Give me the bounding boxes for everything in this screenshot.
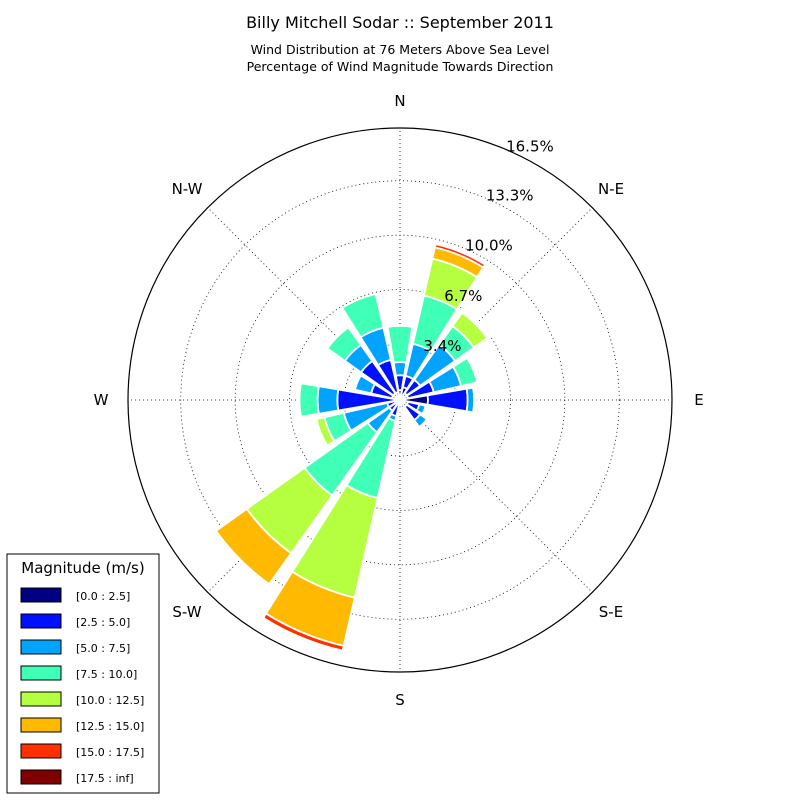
chart-title: Billy Mitchell Sodar :: September 2011 — [246, 13, 554, 32]
wind-bar-segment — [461, 308, 492, 339]
wind-bar-segment — [392, 361, 408, 377]
direction-label: N — [394, 92, 405, 110]
wind-bar-segment — [421, 404, 429, 417]
direction-label: N-W — [172, 180, 203, 198]
wind-bar-segment — [451, 356, 479, 388]
wind-bar-segment — [326, 326, 363, 363]
direction-label: S-W — [172, 603, 201, 621]
legend-swatch — [20, 717, 62, 733]
wind-bar-segment — [214, 507, 293, 586]
radial-tick-label: 6.7% — [444, 287, 482, 305]
wind-bar-segment — [316, 385, 340, 415]
grid-spoke — [207, 207, 401, 401]
direction-label: S — [395, 691, 405, 709]
direction-label: W — [94, 391, 109, 409]
legend-label: [7.5 : 10.0] — [76, 668, 137, 681]
wind-bar-segment — [413, 413, 429, 429]
wind-bar-segment — [397, 408, 403, 413]
grid-ring — [180, 180, 620, 620]
wind-bar-segment — [315, 416, 336, 447]
wind-bar-segment — [472, 386, 477, 414]
axis-labels: N N-E E S-E S S-W W N-W 3.4% 6.7% 10.0% 13.3% 16.5% — [94, 92, 704, 709]
grid-ring — [289, 289, 511, 511]
direction-label: E — [694, 391, 703, 409]
wind-bar-segment — [353, 374, 377, 395]
legend-swatch — [20, 691, 62, 707]
legend-swatch — [20, 743, 62, 759]
legend-label: [5.0 : 7.5] — [76, 642, 130, 655]
legend-swatch — [20, 769, 62, 785]
legend-label: [0.0 : 2.5] — [76, 590, 130, 603]
legend-label: [10.0 : 12.5] — [76, 694, 144, 707]
direction-label: S-E — [599, 603, 623, 621]
wind-bar-segment — [386, 324, 414, 364]
legend-label: [15.0 : 17.5] — [76, 746, 144, 759]
legend-swatch — [20, 665, 62, 681]
legend: Magnitude (m/s) [0.0 : 2.5] [2.5 : 5.0] [5… — [6, 553, 160, 794]
legend-label: [2.5 : 5.0] — [76, 616, 130, 629]
wind-bar-segment — [262, 612, 345, 652]
chart-subtitle-line-2: Percentage of Wind Magnitude Towards Dir… — [247, 59, 554, 74]
wind-bar-segment — [296, 381, 302, 419]
radial-tick-label: 10.0% — [465, 237, 513, 255]
radial-tick-label: 13.3% — [486, 186, 534, 204]
legend-swatch — [20, 613, 62, 629]
legend-title: Magnitude (m/s) — [21, 559, 144, 577]
chart-subtitle-line-1: Wind Distribution at 76 Meters Above Sea… — [251, 42, 550, 57]
outer-ring — [127, 127, 673, 673]
legend-label: [17.5 : inf] — [76, 772, 134, 785]
wind-bar-segment — [340, 292, 385, 339]
wind-bar-segment — [298, 382, 320, 418]
grid-spoke — [399, 207, 593, 401]
wind-sectors — [214, 243, 492, 652]
legend-label: [12.5 : 15.0] — [76, 720, 144, 733]
legend-swatch — [20, 587, 62, 603]
grid-spoke — [399, 399, 593, 593]
radial-tick-label: 3.4% — [423, 337, 461, 355]
wind-bar-segment — [433, 243, 487, 269]
legend-swatch — [20, 639, 62, 655]
direction-label: N-E — [598, 180, 624, 198]
radial-tick-label: 16.5% — [506, 138, 554, 156]
